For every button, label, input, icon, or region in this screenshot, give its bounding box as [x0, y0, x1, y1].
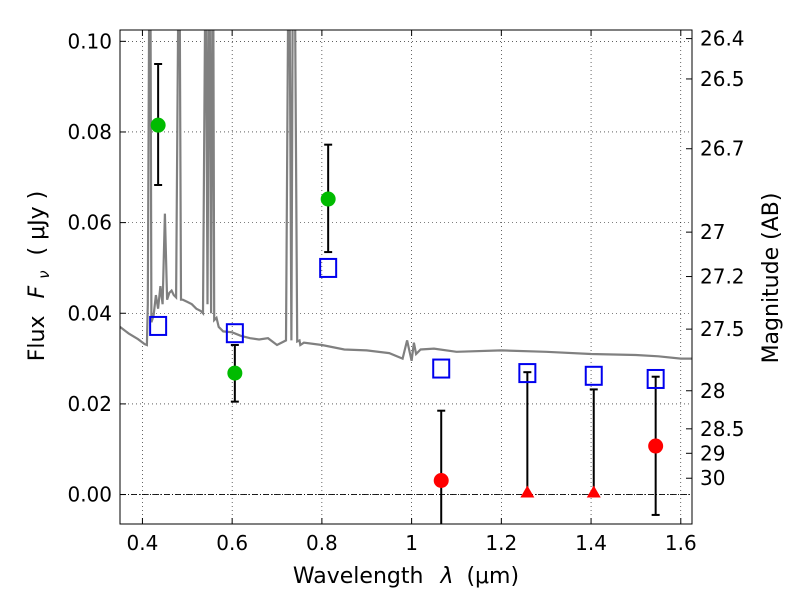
y-tick-label: 0.06: [67, 211, 112, 235]
y-axis-label: Flux F ν ( μJy ): [25, 191, 55, 361]
data-point-circle: [648, 438, 664, 454]
y-tick-label: 0.08: [67, 120, 112, 144]
y2-tick-label: 27: [700, 220, 725, 244]
x-axis-ticks: 0.4 0.6 0.8 1 1.2 1.4 1.6: [127, 30, 697, 555]
y2-tick-label: 28: [700, 379, 725, 403]
x-tick-label: 1: [405, 531, 418, 555]
data-point-circle: [433, 472, 449, 488]
data-point-circle: [150, 117, 166, 133]
data-point-circle: [227, 365, 243, 381]
x-tick-label: 0.4: [127, 531, 159, 555]
upper-limit-triangle: [520, 485, 535, 498]
y2-tick-label: 29: [700, 441, 725, 465]
x-tick-label: 1.4: [575, 531, 607, 555]
y-tick-label: 0.00: [67, 483, 112, 507]
x-tick-label: 1.6: [665, 531, 697, 555]
model-photometry-square: [646, 368, 665, 389]
x-axis-label: Wavelength λ (μm): [293, 564, 519, 589]
y2-tick-label: 26.4: [700, 27, 745, 51]
model-photometry-square: [432, 358, 451, 379]
model-photometry-square: [319, 257, 338, 278]
model-photometry-square: [518, 363, 537, 384]
model-photometry-square: [149, 315, 168, 336]
y2-tick-label: 27.5: [700, 317, 745, 341]
upper-limit-triangle: [586, 485, 601, 498]
y2-tick-label: 26.5: [700, 67, 745, 91]
y-axis-ticks: 0.00 0.02 0.04 0.06 0.08 0.10: [67, 29, 126, 507]
data-marks: [149, 62, 665, 524]
model-photometry-square: [584, 365, 603, 386]
y2-tick-label: 28.5: [700, 417, 745, 441]
y-tick-label: 0.02: [67, 392, 112, 416]
x-tick-label: 0.8: [306, 531, 338, 555]
model-spectrum-line: [120, 30, 692, 362]
y-tick-label: 0.10: [67, 29, 112, 53]
y-tick-label: 0.04: [67, 301, 112, 325]
model-photometry-square: [225, 323, 244, 344]
y2-tick-label: 26.7: [700, 137, 745, 161]
y2-tick-label: 27.2: [700, 265, 745, 289]
data-point-circle: [320, 191, 336, 207]
y2-axis-label: Magnitude (AB): [759, 193, 784, 364]
x-tick-label: 0.6: [216, 531, 248, 555]
x-tick-label: 1.2: [485, 531, 517, 555]
y2-tick-label: 30: [700, 466, 725, 490]
